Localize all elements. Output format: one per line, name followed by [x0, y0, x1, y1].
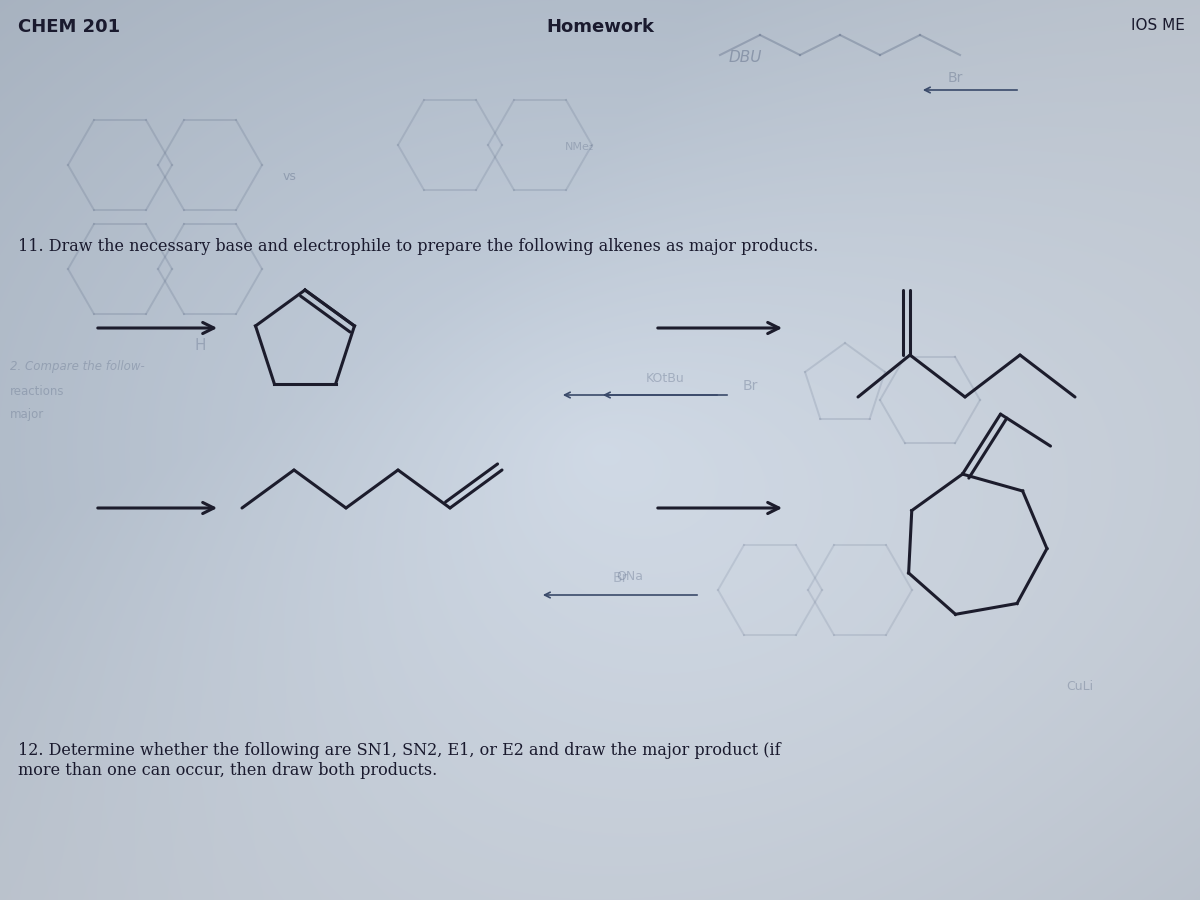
Text: major: major [10, 408, 44, 421]
Text: 11. Draw the necessary base and electrophile to prepare the following alkenes as: 11. Draw the necessary base and electrop… [18, 238, 818, 255]
Text: CHEM 201: CHEM 201 [18, 18, 120, 36]
Text: KOtBu: KOtBu [646, 372, 684, 385]
Text: Br: Br [612, 571, 628, 585]
Text: vs: vs [283, 170, 296, 183]
Text: ONa: ONa [617, 570, 643, 583]
Text: Br: Br [743, 379, 757, 393]
Text: 2. Compare the follow-: 2. Compare the follow- [10, 360, 145, 373]
Text: NMe₂: NMe₂ [565, 142, 595, 152]
Text: reactions: reactions [10, 385, 65, 398]
Text: CuLi: CuLi [1067, 680, 1093, 693]
Text: Br: Br [947, 71, 962, 85]
Text: DBU: DBU [728, 50, 762, 65]
Text: H: H [194, 338, 205, 353]
Text: IOS ME: IOS ME [1132, 18, 1186, 33]
Text: Homework: Homework [546, 18, 654, 36]
Text: 12. Determine whether the following are SN1, SN2, E1, or E2 and draw the major p: 12. Determine whether the following are … [18, 742, 781, 778]
